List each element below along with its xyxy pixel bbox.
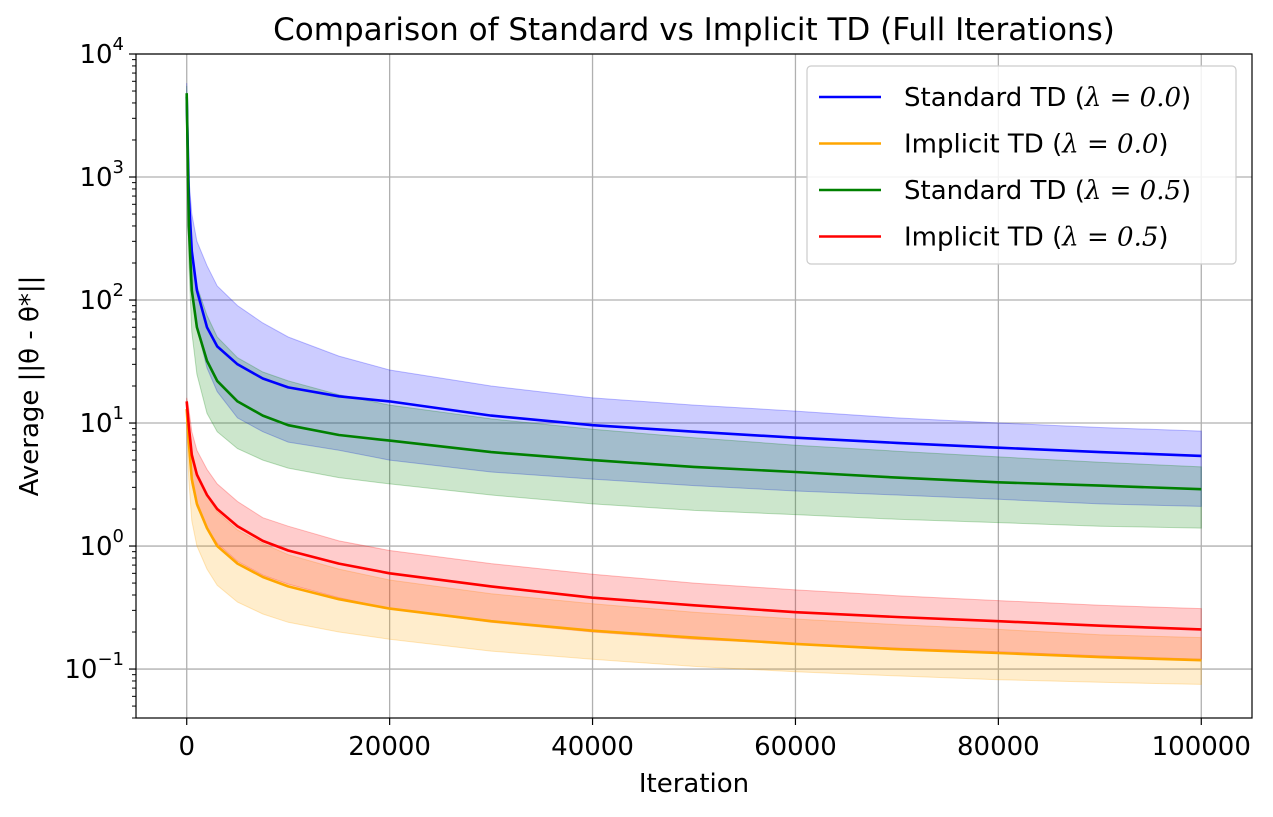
y-tick-label-exponent: 4 [113,34,124,55]
legend-label-prefix: Standard TD ( [904,176,1085,206]
legend-label-prefix: Implicit TD ( [904,130,1062,160]
y-tick-label: 100 [79,526,124,562]
legend-label-2: Implicit TD (λ = 0.0) [904,130,1169,160]
legend-box [806,65,1237,265]
x-tick-label: 40000 [551,732,634,762]
series-line-4 [185,401,1202,631]
x-axis-label: Iteration [639,769,749,799]
x-tick-label: 0 [178,732,195,762]
y-tick-label-exponent: −1 [97,649,124,670]
series-line-2 [185,408,1202,662]
y-tick-label-base: 10 [64,655,97,685]
series-line-3 [185,93,1202,491]
y-tick-label: 103 [79,157,124,193]
y-tick-label-base: 10 [79,163,112,193]
legend-label-lambda: λ = 0.5 [1061,223,1158,253]
series-line-1 [185,96,1202,458]
y-tick-label-base: 10 [79,286,112,316]
series-lines [185,93,1202,662]
x-axis-ticks: 0 20000 40000 60000 80000 100000 [178,718,1251,762]
legend-label-3: Standard TD (λ = 0.5) [904,176,1191,206]
y-axis-label: Average ||θ - θ*|| [15,276,45,497]
legend-label-prefix: Implicit TD ( [904,223,1062,253]
x-tick-label: 20000 [348,732,431,762]
legend-label-suffix: ) [1181,83,1191,113]
legend-label-lambda: λ = 0.0 [1084,83,1181,113]
legend: Standard TD (λ = 0.0)Implicit TD (λ = 0.… [806,65,1237,265]
y-tick-label-base: 10 [79,532,112,562]
y-tick-label-exponent: 3 [113,157,124,178]
y-tick-label-exponent: 0 [113,526,124,547]
y-tick-label-exponent: 2 [113,280,124,301]
legend-label-suffix: ) [1181,176,1191,206]
confidence-band-series-1 [186,83,1202,507]
confidence-band-series-3 [186,85,1202,529]
legend-label-lambda: λ = 0.0 [1061,130,1158,160]
legend-label-lambda: λ = 0.5 [1084,176,1181,206]
x-tick-label: 80000 [957,732,1040,762]
y-tick-label: 104 [79,34,124,70]
y-tick-label: 102 [79,280,124,316]
legend-label-4: Implicit TD (λ = 0.5) [904,223,1169,253]
legend-label-suffix: ) [1158,130,1168,160]
y-tick-label-base: 10 [79,40,112,70]
y-tick-label-exponent: 1 [113,403,124,424]
x-tick-label: 100000 [1152,732,1251,762]
chart-title: Comparison of Standard vs Implicit TD (F… [273,12,1115,48]
y-tick-label-base: 10 [79,409,112,439]
y-tick-label: 10−1 [64,649,124,685]
legend-label-prefix: Standard TD ( [904,83,1085,113]
legend-label-suffix: ) [1158,223,1168,253]
x-tick-label: 60000 [754,732,837,762]
y-tick-label: 101 [79,403,124,439]
legend-label-1: Standard TD (λ = 0.0) [904,83,1191,113]
